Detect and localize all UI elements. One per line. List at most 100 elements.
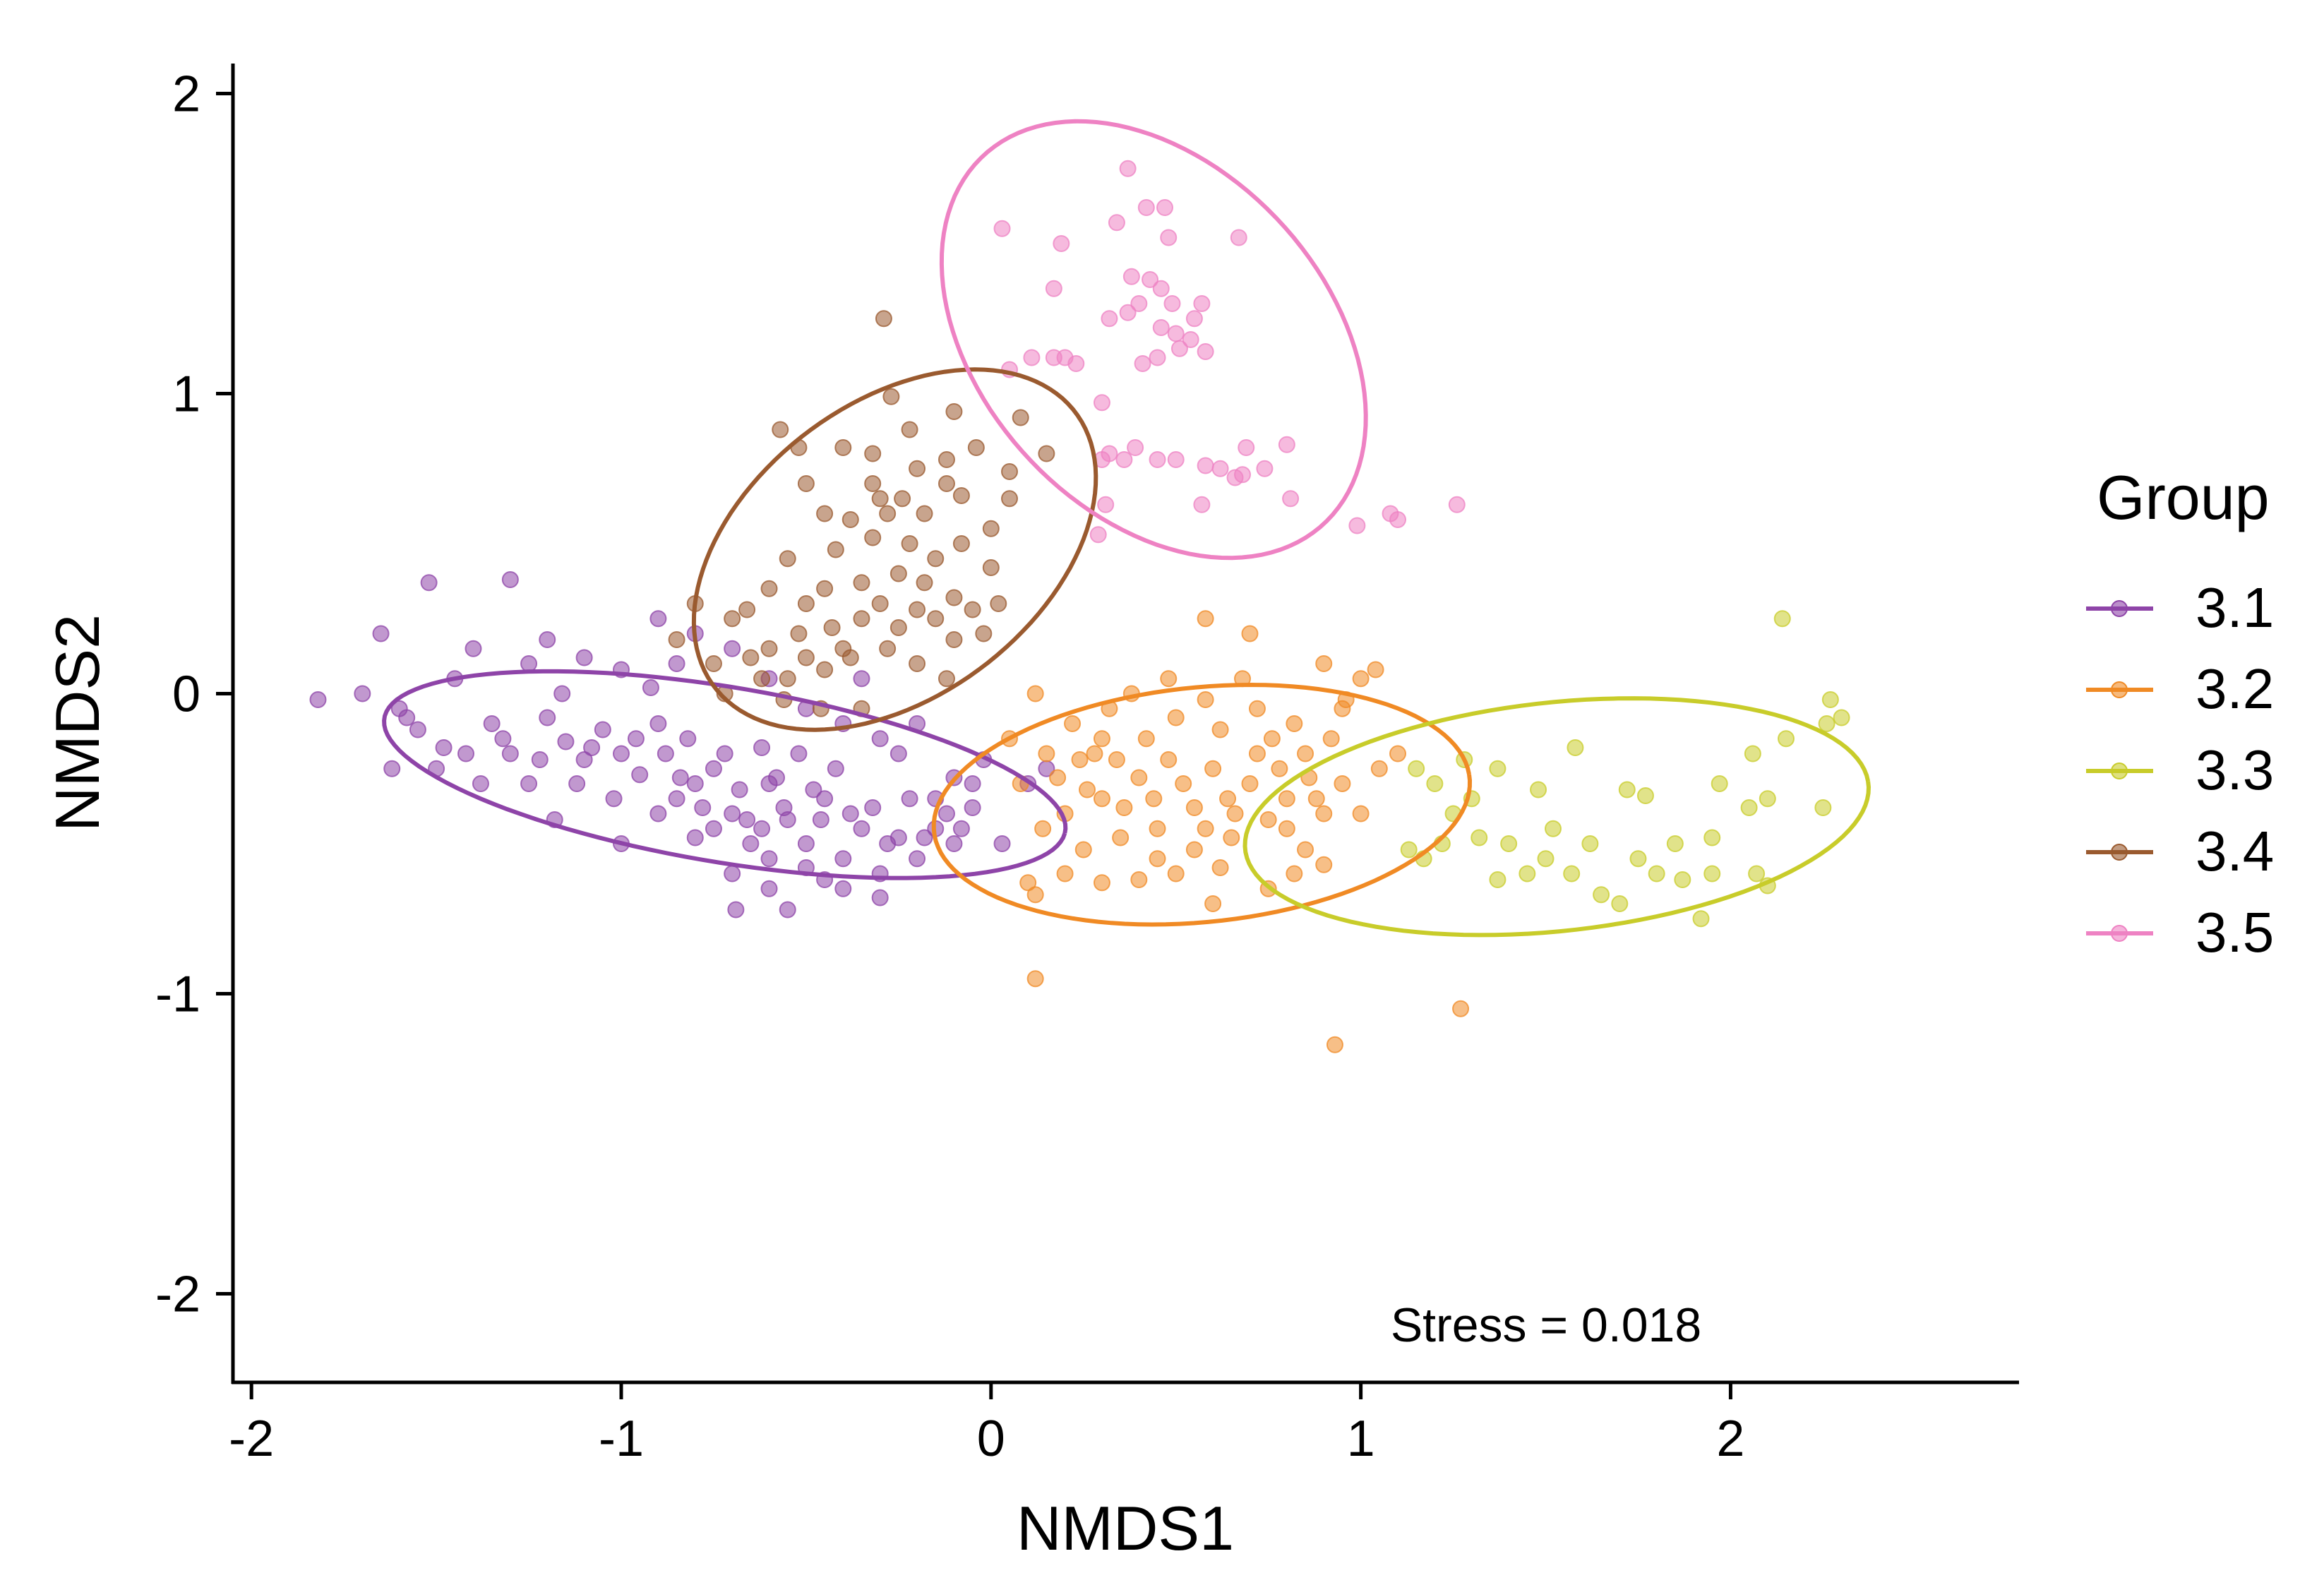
data-point bbox=[1674, 871, 1691, 888]
data-point bbox=[1097, 496, 1115, 513]
data-point bbox=[1115, 451, 1133, 468]
data-point bbox=[775, 799, 793, 816]
data-point bbox=[1611, 895, 1629, 912]
data-point bbox=[816, 580, 834, 597]
data-point bbox=[1238, 439, 1255, 456]
data-point bbox=[705, 655, 722, 672]
y-axis-title: NMDS2 bbox=[42, 614, 112, 832]
data-point bbox=[1489, 871, 1507, 888]
data-point bbox=[1170, 340, 1188, 357]
data-point bbox=[916, 829, 933, 847]
legend-label: 3.1 bbox=[2196, 576, 2274, 639]
data-point bbox=[1134, 355, 1151, 372]
data-point bbox=[1130, 871, 1148, 888]
series-3.2-ellipse bbox=[931, 682, 1473, 927]
data-point bbox=[1089, 526, 1107, 544]
data-point bbox=[742, 835, 760, 852]
data-point bbox=[927, 610, 945, 628]
data-point bbox=[1629, 850, 1647, 868]
data-point bbox=[1348, 517, 1366, 534]
data-point bbox=[901, 790, 918, 808]
data-point bbox=[864, 799, 882, 816]
data-point bbox=[1175, 775, 1192, 792]
data-point bbox=[409, 721, 426, 738]
data-point bbox=[1197, 610, 1214, 628]
data-point bbox=[1773, 610, 1791, 628]
data-point bbox=[1282, 490, 1300, 508]
x-tick-label: 0 bbox=[977, 1411, 1005, 1467]
data-point bbox=[1149, 820, 1166, 837]
data-point bbox=[1452, 1000, 1470, 1017]
data-point bbox=[797, 649, 815, 666]
data-point bbox=[1636, 787, 1654, 804]
y-tick-label: 2 bbox=[172, 66, 200, 123]
data-point bbox=[1137, 199, 1155, 216]
data-point bbox=[738, 811, 756, 828]
data-point bbox=[938, 670, 955, 688]
data-point bbox=[1759, 790, 1776, 808]
data-point bbox=[1223, 829, 1240, 847]
data-point bbox=[1137, 730, 1155, 748]
data-point bbox=[964, 775, 981, 792]
y-tick-label: 1 bbox=[172, 366, 200, 423]
data-point bbox=[1400, 841, 1418, 859]
data-point bbox=[705, 820, 722, 837]
data-point bbox=[901, 535, 918, 552]
data-point bbox=[1297, 745, 1314, 762]
data-point bbox=[760, 640, 778, 657]
data-point bbox=[890, 619, 907, 636]
data-point bbox=[1248, 700, 1266, 717]
data-point bbox=[1149, 451, 1166, 468]
data-point bbox=[1711, 775, 1728, 792]
data-point bbox=[472, 775, 489, 792]
data-point bbox=[671, 769, 689, 786]
data-point bbox=[309, 691, 327, 708]
data-point bbox=[1145, 790, 1163, 808]
data-point bbox=[1163, 295, 1181, 312]
data-point bbox=[657, 745, 674, 762]
data-point bbox=[1234, 466, 1251, 484]
data-point bbox=[1666, 835, 1684, 852]
data-point bbox=[1167, 709, 1185, 726]
data-point bbox=[520, 775, 538, 792]
data-point bbox=[879, 835, 897, 852]
x-tick-label: 1 bbox=[1347, 1411, 1375, 1467]
data-point bbox=[686, 829, 704, 847]
data-point bbox=[1001, 490, 1018, 508]
data-point bbox=[816, 661, 834, 678]
data-point bbox=[827, 541, 844, 558]
data-point bbox=[1197, 457, 1214, 474]
series-3.3-points bbox=[1400, 610, 1850, 928]
data-point bbox=[1389, 511, 1406, 528]
data-point bbox=[372, 625, 390, 642]
data-point bbox=[1023, 349, 1041, 366]
data-point bbox=[1618, 781, 1636, 799]
data-point bbox=[1197, 343, 1214, 360]
x-tick-label: 2 bbox=[1716, 1411, 1744, 1467]
data-point bbox=[1286, 865, 1303, 883]
data-point bbox=[834, 640, 852, 657]
data-point bbox=[1026, 886, 1044, 904]
data-point bbox=[760, 850, 778, 868]
data-point bbox=[1045, 349, 1062, 366]
data-point bbox=[779, 901, 796, 919]
data-point bbox=[420, 574, 438, 592]
data-point bbox=[649, 715, 667, 732]
legend-marker bbox=[2111, 844, 2128, 861]
data-point bbox=[1197, 820, 1214, 837]
data-point bbox=[1152, 319, 1170, 336]
data-point bbox=[568, 775, 586, 792]
data-point bbox=[1026, 970, 1044, 988]
data-point bbox=[864, 445, 882, 462]
data-point bbox=[1093, 874, 1110, 892]
series-3.5-ellipse bbox=[939, 119, 1368, 561]
data-point bbox=[938, 475, 955, 492]
legend-marker bbox=[2111, 681, 2128, 698]
data-point bbox=[753, 670, 771, 688]
data-point bbox=[768, 769, 785, 786]
data-point bbox=[1122, 268, 1140, 285]
data-point bbox=[1160, 670, 1178, 688]
data-point bbox=[668, 790, 685, 808]
series-3.2-points bbox=[1001, 610, 1470, 1053]
data-point bbox=[834, 439, 852, 456]
